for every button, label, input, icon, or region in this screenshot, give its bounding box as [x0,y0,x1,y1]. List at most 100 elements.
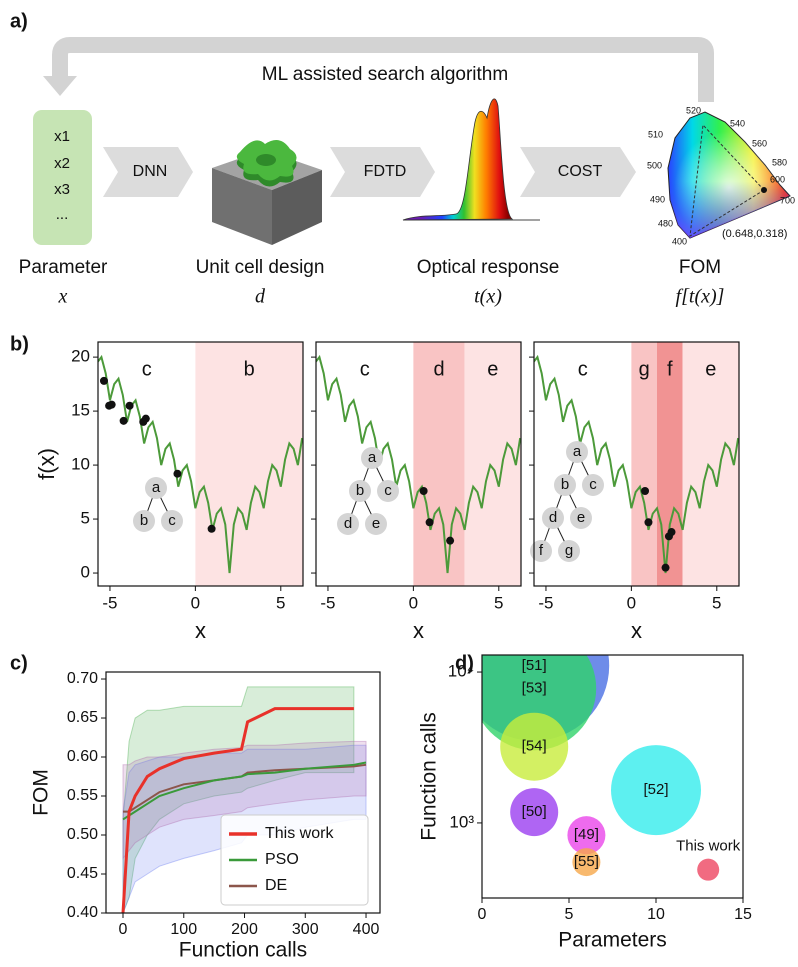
loop-arrowhead [43,76,77,96]
y-tick-label: 0.60 [67,748,98,765]
region-label: d [433,358,444,380]
x-axis-label: Parameters [558,929,667,952]
cie-point-label: (0.648,0.318) [722,228,787,240]
bubble [697,859,719,881]
x-tick-label: -5 [102,593,117,612]
sample-point [100,377,108,385]
y-tick-label: 5 [81,509,90,528]
y-tick-label: 0 [81,563,90,582]
bubble-label: [51] [522,657,547,674]
wavelength-label: 520 [686,105,701,115]
x-tick-label: 10 [647,906,665,923]
x-tick-label: 5 [565,906,574,923]
region-label: g [639,358,650,380]
wavelength-label: 580 [772,157,787,167]
y-axis-label: Function calls [418,712,441,840]
y-tick-label: 0.70 [67,670,98,687]
sample-point [668,528,676,536]
step-label: DNN [133,163,168,180]
wavelength-label: 510 [648,129,663,139]
x-tick-label: 0 [191,593,200,612]
tree-node-label: b [561,476,569,493]
stage-name: FOM [679,257,721,278]
region-label: e [705,358,716,380]
wavelength-label: 600 [770,174,785,184]
sample-point [126,402,134,410]
y-tick-label: 0.45 [67,865,98,882]
tree-node-label: a [152,479,161,496]
x-tick-label: 5 [276,593,285,612]
y-tick-label: 20 [71,347,90,366]
parameter: ... [56,206,69,223]
tree-node-label: b [140,512,148,529]
x-axis-label: Function calls [179,939,307,962]
region-label: c [360,358,370,380]
stage-symbol: t(x) [474,286,502,308]
tree-node-label: b [356,482,364,499]
tree-node-label: g [565,542,573,559]
sample-point [173,470,181,478]
x-tick-label: 0 [478,906,487,923]
tree-node-label: c [589,476,597,493]
sample-point [446,537,454,545]
parameter: x1 [54,128,70,145]
x-axis-label: x [631,618,642,643]
stage-symbol: d [255,286,266,308]
region-label: e [487,358,498,380]
x-tick-label: 0 [627,593,636,612]
bubble-label: [55] [574,853,599,870]
x-tick-label: 5 [712,593,721,612]
bubble-label: [52] [643,781,668,798]
y-tick-label: 10³ [449,812,474,831]
stage-name: Parameter [19,257,108,278]
y-tick-label: 0.40 [67,904,98,921]
parameter: x2 [54,155,70,172]
bubble-label: [49] [574,826,599,843]
wavelength-label: 400 [672,236,687,246]
x-tick-label: 0 [119,921,128,938]
page: a) b) c) d) ML assisted search algorithm… [0,0,798,967]
step-label: COST [558,163,603,180]
stage-symbol: f[t(x)] [676,286,725,308]
y-tick-label: 10⁴ [448,662,474,681]
x-axis-label: x [413,618,424,643]
panel-label: c) [10,652,28,674]
x-tick-label: 200 [231,921,258,938]
sample-point [426,518,434,526]
wavelength-label: 480 [658,218,673,228]
figure: a) b) c) d) ML assisted search algorithm… [0,0,798,967]
y-tick-label: 0.55 [67,787,98,804]
tree-node-label: a [573,443,582,460]
sample-point [420,487,428,495]
x-tick-label: 400 [353,921,380,938]
x-tick-label: 300 [292,921,319,938]
loop-label: ML assisted search algorithm [262,64,508,85]
y-tick-label: 0.50 [67,826,98,843]
x-tick-label: 0 [409,593,418,612]
tree-node-label: d [344,515,352,532]
sample-point [644,518,652,526]
bubble-label: [54] [522,738,547,755]
wavelength-label: 560 [752,138,767,148]
y-tick-label: 10 [71,455,90,474]
sample-point [108,401,116,409]
region-label: c [578,358,588,380]
tree-node-label: e [372,515,380,532]
x-tick-label: -5 [538,593,553,612]
panel-label: a) [10,10,28,32]
y-axis-label: f(x) [34,448,59,480]
sample-point [662,564,670,572]
bubble-label: [50] [522,803,547,820]
x-tick-label: 15 [734,906,752,923]
sample-point [208,525,216,533]
x-tick-label: 5 [494,593,503,612]
y-tick-label: 0.65 [67,709,98,726]
legend-label: DE [265,877,287,894]
region-label: f [667,358,673,380]
sample-point [120,417,128,425]
tree-node-label: d [549,509,557,526]
panel-label: b) [10,333,29,355]
x-axis-label: x [195,618,206,643]
x-tick-label: 100 [170,921,197,938]
y-tick-label: 15 [71,401,90,420]
